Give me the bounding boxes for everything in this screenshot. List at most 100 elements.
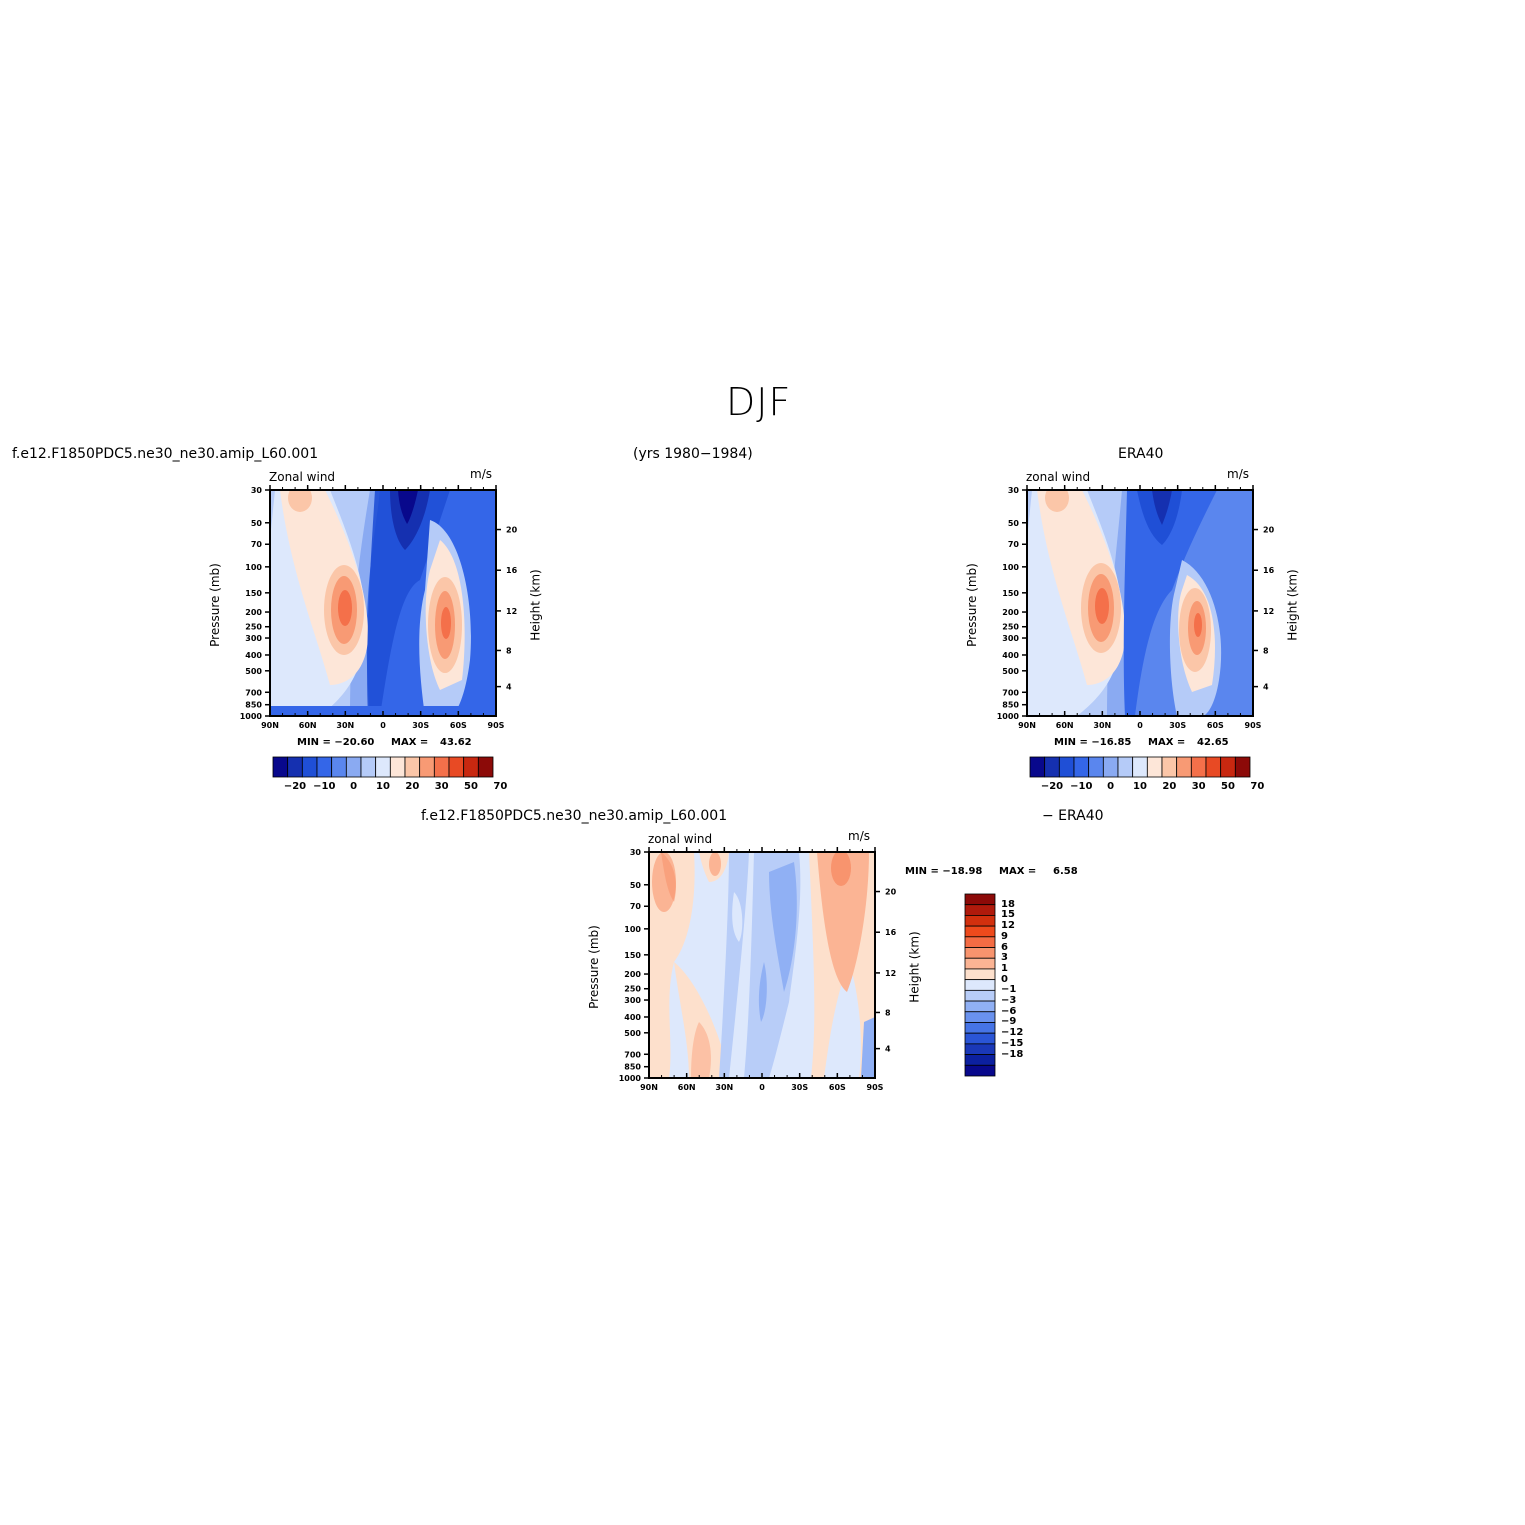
- diff-xtick-label: 60N: [678, 1083, 696, 1092]
- obs-colorbar-box: [1029, 756, 1046, 778]
- model-colorbar-label: 10: [376, 781, 390, 792]
- diff-ytick-label: 500: [624, 1029, 641, 1038]
- diff-colorbar-box: [964, 936, 996, 948]
- diff-colorbar-box: [964, 915, 996, 927]
- model-ytick-label: 150: [245, 589, 262, 598]
- obs-y2tick-label: 20: [1263, 526, 1275, 535]
- obs-ytick-label: 1000: [997, 712, 1020, 721]
- diff-max-value: 6.58: [1053, 866, 1078, 877]
- model-y2tick-label: 4: [506, 683, 512, 692]
- obs-label-top: ERA40: [1118, 446, 1164, 462]
- obs-contour-field: [1027, 490, 1253, 716]
- diff-colorbar-box: [964, 1032, 996, 1045]
- model-xtick-label: 0: [380, 721, 386, 730]
- obs-colorbar-label: 50: [1221, 781, 1235, 792]
- obs-colorbar: [1029, 756, 1251, 778]
- model-colorbar-box: [345, 756, 362, 778]
- diff-colorbar-box: [964, 1000, 996, 1013]
- obs-xtick-label: 30N: [1093, 721, 1111, 730]
- diff-field-label: zonal wind: [648, 832, 713, 846]
- diff-colorbar-box: [964, 1022, 996, 1034]
- obs-axes: 90N 60N 30N 0 30S 60S 90S 30 50 70 100 150 200 250 300…: [997, 485, 1275, 730]
- diff-xtick-label: 90N: [640, 1083, 658, 1092]
- obs-colorbar-label: 10: [1133, 781, 1147, 792]
- model-ytick-label: 200: [245, 608, 262, 617]
- model-colorbar-box: [272, 756, 289, 778]
- obs-colorbar-label: 70: [1250, 781, 1265, 792]
- model-max-label: MAX =: [391, 737, 429, 748]
- obs-colorbar-box: [1205, 756, 1222, 778]
- model-colorbar-label: 0: [350, 781, 358, 792]
- obs-colorbar-box: [1132, 756, 1148, 778]
- model-colorbar-box: [477, 756, 494, 778]
- model-xtick-label: 30N: [336, 721, 354, 730]
- obs-colorbar-label: −10: [1070, 781, 1093, 792]
- model-max-value: 43.62: [440, 737, 472, 748]
- diff-y2label: Height (km): [907, 931, 922, 1003]
- diff-ylabel: Pressure (mb): [586, 925, 601, 1009]
- model-contour-field: [270, 490, 496, 716]
- case-label-top: f.e12.F1850PDC5.ne30_ne30.amip_L60.001: [12, 446, 319, 462]
- obs-ytick-label: 100: [1002, 563, 1019, 572]
- model-field-label: Zonal wind: [269, 470, 336, 484]
- obs-xtick-label: 90S: [1245, 721, 1262, 730]
- diff-colorbar-label: 0: [1001, 973, 1008, 985]
- model-xtick-label: 60N: [299, 721, 317, 730]
- model-colorbar-label: −20: [283, 781, 307, 792]
- obs-field-label: zonal wind: [1026, 470, 1091, 484]
- diff-ytick-label: 1000: [619, 1074, 642, 1083]
- model-colorbar-box: [316, 756, 333, 778]
- page-title: DJF: [726, 380, 792, 424]
- diff-axes: 90N 60N 30N 0 30S 60S 90S 30 50 70 100 150 200 250 300…: [619, 847, 897, 1092]
- model-ytick-label: 1000: [240, 712, 263, 721]
- diff-colorbar-box: [964, 1054, 996, 1066]
- diff-colorbar-box: [964, 968, 996, 981]
- diff-colorbar-label: −18: [1001, 1048, 1024, 1060]
- model-ytick-label: 700: [245, 688, 262, 697]
- model-y2tick-label: 20: [506, 526, 518, 535]
- obs-colorbar-box: [1220, 756, 1236, 778]
- model-ytick-label: 50: [251, 519, 263, 528]
- obs-colorbar-label: 20: [1162, 781, 1177, 792]
- diff-y2tick-label: 8: [885, 1008, 891, 1017]
- diff-ytick-label: 100: [624, 925, 641, 934]
- obs-colorbar-box: [1146, 756, 1163, 778]
- obs-colorbar-box: [1058, 756, 1075, 778]
- obs-units-label: m/s: [1227, 467, 1249, 481]
- diff-colorbar-label: 6: [1001, 941, 1008, 953]
- model-ytick-label: 300: [245, 634, 262, 643]
- diff-colorbar-box: [964, 947, 996, 959]
- diff-colorbar-label: 12: [1001, 920, 1015, 932]
- model-colorbar-box: [360, 756, 377, 778]
- model-y2tick-label: 12: [506, 607, 517, 616]
- diff-ytick-label: 300: [624, 996, 641, 1005]
- obs-y2tick-label: 12: [1263, 607, 1274, 616]
- model-xtick-label: 60S: [450, 721, 467, 730]
- diff-plot: 90N 60N 30N 0 30S 60S 90S 30 50 70 100 150 200 250 300…: [619, 847, 897, 1092]
- obs-max-value: 42.65: [1197, 737, 1229, 748]
- model-axes: 90N 60N 30N 0 30S 60S 90S 30 50 70 100 150 200 250 300…: [240, 485, 518, 730]
- model-colorbar-label: 70: [493, 781, 508, 792]
- model-colorbar-label: 50: [464, 781, 478, 792]
- obs-colorbar-label: −20: [1040, 781, 1064, 792]
- obs-y2tick-label: 16: [1263, 566, 1275, 575]
- obs-min-label: MIN = −16.85: [1054, 737, 1132, 748]
- diff-colorbar-label: 3: [1001, 952, 1008, 964]
- diff-colorbar-box: [964, 1011, 996, 1023]
- model-colorbar-box: [404, 756, 421, 778]
- obs-ytick-label: 30: [1008, 486, 1020, 495]
- obs-colorbar-box: [1044, 756, 1060, 778]
- diff-min-label: MIN = −18.98: [905, 866, 983, 877]
- obs-ytick-label: 150: [1002, 589, 1019, 598]
- model-colorbar-box: [287, 756, 303, 778]
- diff-ytick-label: 200: [624, 970, 641, 979]
- obs-y2tick-label: 8: [1263, 646, 1269, 655]
- obs-colorbar-box: [1176, 756, 1192, 778]
- obs-ytick-label: 400: [1002, 651, 1019, 660]
- diff-obs-label: − ERA40: [1042, 808, 1104, 824]
- diff-ytick-label: 400: [624, 1013, 641, 1022]
- diff-colorbar-label: 15: [1001, 909, 1015, 921]
- obs-xtick-label: 60N: [1056, 721, 1074, 730]
- obs-xtick-label: 30S: [1169, 721, 1186, 730]
- model-colorbar-box: [331, 756, 347, 778]
